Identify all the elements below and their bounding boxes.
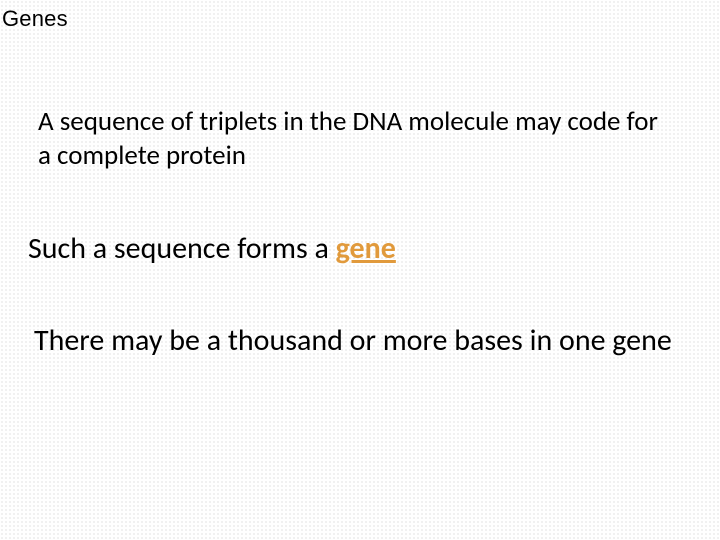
slide-title: Genes — [2, 6, 68, 32]
gene-highlight: gene — [336, 230, 396, 267]
paragraph-1: A sequence of triplets in the DNA molecu… — [38, 105, 658, 173]
paragraph-2-prefix: Such a sequence forms a — [28, 230, 336, 267]
paragraph-3: There may be a thousand or more bases in… — [34, 322, 684, 360]
paragraph-2: Such a sequence forms a gene — [28, 230, 668, 268]
